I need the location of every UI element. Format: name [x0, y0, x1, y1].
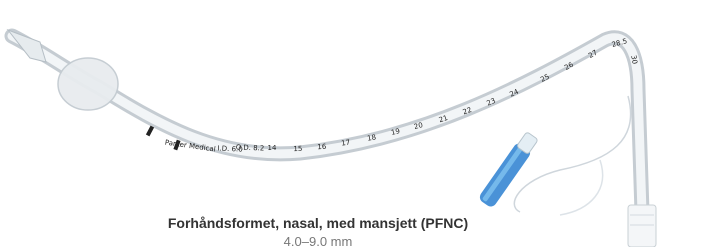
product-image: Parker MedicalI.D. 6.0O.D. 8.21415161718…	[0, 0, 704, 247]
tube-marking: 17	[341, 138, 351, 147]
tube-marking: 14	[268, 144, 277, 152]
connector	[628, 205, 656, 247]
product-title: Forhåndsformet, nasal, med mansjett (PFN…	[168, 215, 468, 231]
tube-marking: 16	[317, 143, 327, 152]
tube-tip	[8, 30, 46, 62]
tube	[12, 36, 642, 212]
depth-band	[146, 126, 154, 137]
tube-marking: O.D. 8.2	[236, 144, 265, 153]
pilot-balloon	[478, 131, 540, 209]
pilot-line	[514, 96, 630, 212]
tube-marking: 30	[629, 55, 638, 65]
tube-lumen	[12, 36, 642, 212]
tube-marking: 18	[367, 133, 377, 142]
cuff	[58, 58, 118, 110]
product-size: 4.0–9.0 mm	[284, 234, 353, 247]
tube-marking: 15	[293, 145, 302, 153]
